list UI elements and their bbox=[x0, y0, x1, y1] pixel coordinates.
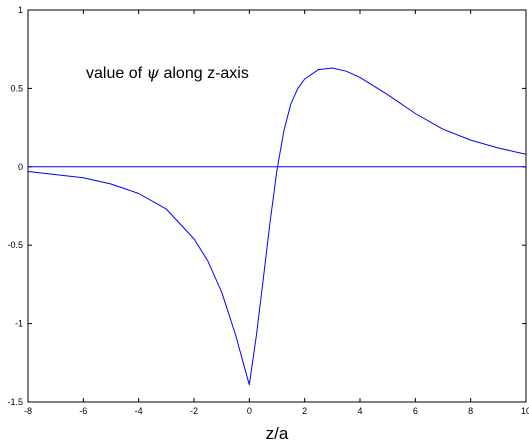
x-tick-label-9: 10 bbox=[521, 406, 529, 416]
y-tick-label-1: 0.5 bbox=[10, 83, 23, 93]
curve-annotation: value of ψ along z-axis bbox=[86, 63, 249, 82]
x-tick-label-8: 8 bbox=[468, 406, 473, 416]
x-tick-label-5: 2 bbox=[302, 406, 307, 416]
x-tick-label-2: -4 bbox=[135, 406, 143, 416]
plot-frame bbox=[27, 9, 527, 403]
y-tick-label-3: -0.5 bbox=[7, 240, 23, 250]
y-tick-label-2: 0 bbox=[18, 162, 23, 172]
series-group bbox=[27, 67, 527, 386]
x-tick-label-3: -2 bbox=[190, 406, 198, 416]
psi-symbol: ψ bbox=[146, 63, 159, 82]
x-tick-label-0: -8 bbox=[24, 406, 32, 416]
axis-tick-labels: -8 -6 -4 -2 0 2 4 6 8 10 1 0.5 0 -0.5 -1 -1.5 bbox=[7, 5, 529, 416]
x-tick-label-6: 4 bbox=[357, 406, 362, 416]
annotation-suffix: along z-axis bbox=[159, 65, 249, 82]
y-tick-label-0: 1 bbox=[18, 5, 23, 15]
x-tick-label-4: 0 bbox=[247, 406, 252, 416]
y-tick-label-5: -1.5 bbox=[7, 397, 23, 407]
x-tick-label-7: 6 bbox=[413, 406, 418, 416]
x-tick-label-1: -6 bbox=[79, 406, 87, 416]
psi-curve bbox=[27, 67, 527, 386]
x-axis-label: z/a bbox=[266, 424, 289, 443]
annotation-prefix: value of bbox=[86, 65, 146, 82]
y-tick-label-4: -1 bbox=[15, 319, 23, 329]
